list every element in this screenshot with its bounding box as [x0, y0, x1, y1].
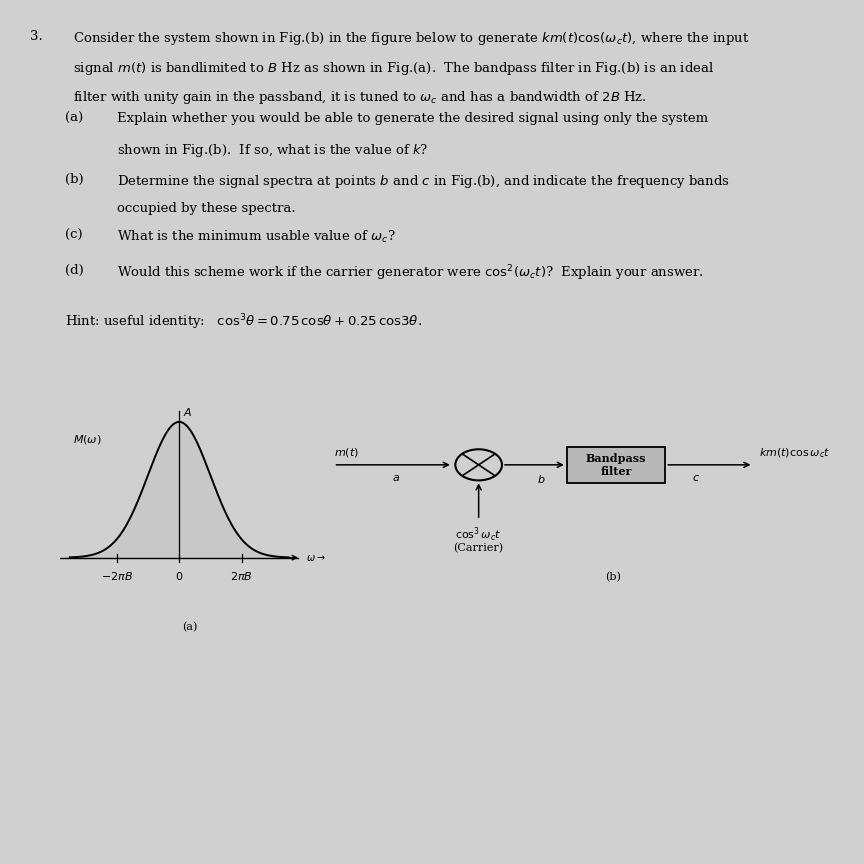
- Text: (a): (a): [182, 622, 198, 632]
- Text: 3.: 3.: [30, 30, 43, 43]
- Text: $A$: $A$: [183, 406, 193, 418]
- Text: shown in Fig.(b).  If so, what is the value of $k$?: shown in Fig.(b). If so, what is the val…: [117, 142, 429, 159]
- Text: (Carrier): (Carrier): [454, 543, 504, 553]
- Text: (b): (b): [65, 173, 84, 186]
- Text: Consider the system shown in Fig.(b) in the figure below to generate $km(t)\math: Consider the system shown in Fig.(b) in …: [73, 30, 750, 48]
- Text: $0$: $0$: [175, 570, 183, 581]
- Text: $-2\pi B$: $-2\pi B$: [101, 570, 133, 581]
- Text: Bandpass: Bandpass: [586, 453, 646, 464]
- Text: $M(\omega)$: $M(\omega)$: [73, 433, 102, 446]
- Text: filter with unity gain in the passband, it is tuned to $\omega_c$ and has a band: filter with unity gain in the passband, …: [73, 89, 647, 106]
- Text: $2\pi B$: $2\pi B$: [230, 570, 253, 581]
- Text: $\omega \rightarrow$: $\omega \rightarrow$: [306, 553, 326, 562]
- Text: (b): (b): [606, 572, 621, 582]
- Text: (a): (a): [65, 112, 83, 125]
- Text: $b$: $b$: [537, 473, 545, 486]
- Text: $m(t)$: $m(t)$: [334, 446, 359, 460]
- Text: $c$: $c$: [692, 473, 701, 484]
- Text: Would this scheme work if the carrier generator were $\mathrm{cos}^2(\omega_c t): Would this scheme work if the carrier ge…: [117, 264, 703, 283]
- Text: occupied by these spectra.: occupied by these spectra.: [117, 202, 295, 215]
- Text: Hint: useful identity:   $\mathrm{cos}^3\theta = 0.75\,\mathrm{cos}\theta + 0.25: Hint: useful identity: $\mathrm{cos}^3\t…: [65, 313, 422, 333]
- Text: Determine the signal spectra at points $b$ and $c$ in Fig.(b), and indicate the : Determine the signal spectra at points $…: [117, 173, 729, 190]
- Text: $\cos^3\omega_c t$: $\cos^3\omega_c t$: [455, 525, 502, 543]
- Text: filter: filter: [600, 467, 632, 477]
- Text: signal $m(t)$ is bandlimited to $B$ Hz as shown in Fig.(a).  The bandpass filter: signal $m(t)$ is bandlimited to $B$ Hz a…: [73, 60, 715, 77]
- Text: Explain whether you would be able to generate the desired signal using only the : Explain whether you would be able to gen…: [117, 112, 708, 125]
- FancyBboxPatch shape: [567, 447, 665, 483]
- Text: (d): (d): [65, 264, 84, 276]
- Text: (c): (c): [65, 229, 82, 242]
- Text: $km(t)\cos\omega_c t$: $km(t)\cos\omega_c t$: [759, 446, 830, 460]
- Text: $a$: $a$: [391, 473, 400, 484]
- Text: What is the minimum usable value of $\omega_c$?: What is the minimum usable value of $\om…: [117, 229, 395, 245]
